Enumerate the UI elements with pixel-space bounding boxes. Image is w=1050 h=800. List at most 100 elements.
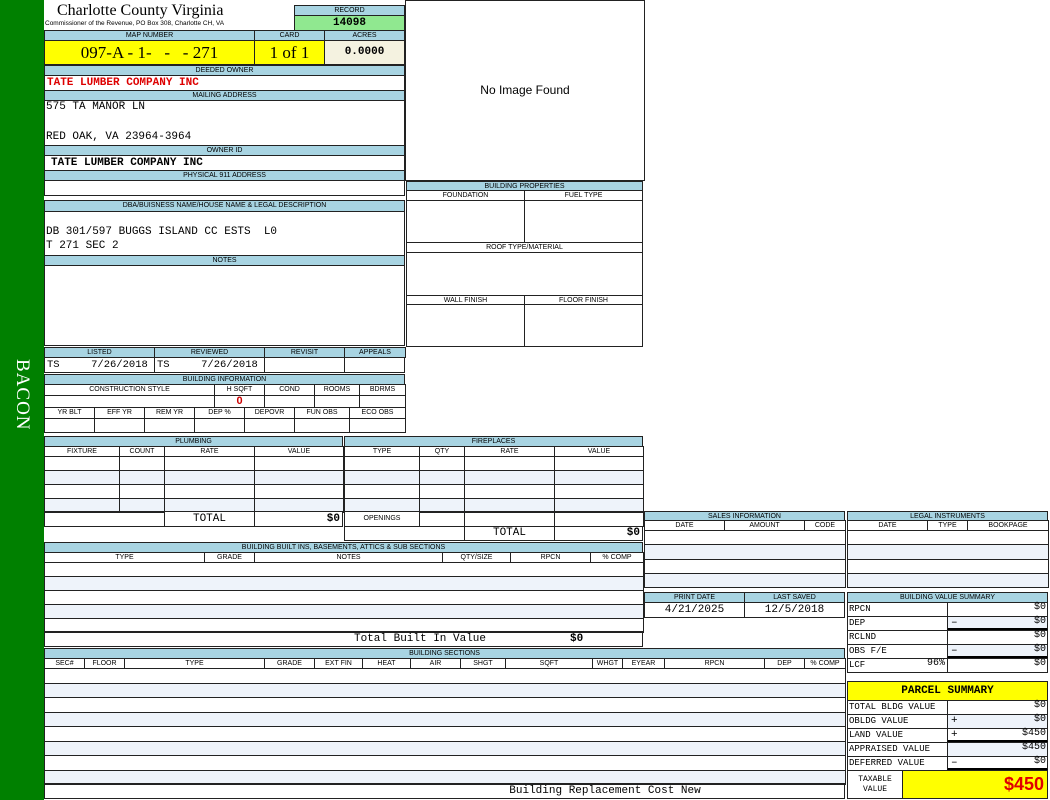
owner-id: TATE LUMBER COMPANY INC: [44, 155, 405, 171]
fuel-box: [524, 200, 643, 243]
fireplace-cell[interactable]: [344, 470, 420, 485]
fireplace-cell: [554, 511, 644, 527]
plumbing-cell[interactable]: [44, 484, 120, 499]
section-row[interactable]: [44, 711, 846, 727]
value-summary-label: RCLND: [847, 630, 948, 645]
fireplace-cell[interactable]: [464, 484, 555, 499]
fireplace-cell[interactable]: [554, 484, 644, 499]
instrument-row[interactable]: [847, 572, 1049, 588]
map-number: 097-A - 1- - - 271: [44, 40, 255, 65]
parcel-summary-sign: –: [947, 756, 1048, 771]
instrument-row[interactable]: [847, 558, 1049, 574]
sidebar: [0, 0, 44, 800]
building-info-cell: [194, 418, 245, 433]
fireplace-cell: [419, 511, 465, 527]
section-row[interactable]: [44, 769, 846, 785]
builtin-row[interactable]: [44, 590, 644, 605]
fireplace-cell[interactable]: [464, 470, 555, 485]
lcf-percent: 96%: [926, 658, 945, 669]
appeals-value: [344, 357, 405, 373]
plumbing-cell[interactable]: [164, 456, 255, 471]
openings-label: OPENINGS: [344, 511, 420, 527]
fireplace-cell[interactable]: [554, 470, 644, 485]
card-number: 1 of 1: [254, 40, 325, 65]
sales-row[interactable]: [644, 544, 846, 560]
plumbing-cell[interactable]: [164, 484, 255, 499]
parcel-summary-value: $0: [1033, 700, 1046, 711]
section-row[interactable]: [44, 740, 846, 756]
plumbing-cell[interactable]: [44, 456, 120, 471]
builtins-total: $0: [570, 633, 584, 645]
listed-value: TS 7/26/2018: [44, 357, 155, 373]
value-summary-value: $0: [1033, 616, 1046, 627]
legal-line-1: DB 301/597 BUGGS ISLAND CC ESTS L0: [46, 226, 278, 238]
plumbing-total: $0: [254, 511, 343, 527]
fireplace-cell[interactable]: [344, 456, 420, 471]
plumbing-cell[interactable]: [119, 484, 165, 499]
plumbing-cell[interactable]: [254, 456, 344, 471]
parcel-summary-value: $450: [1021, 728, 1046, 739]
section-row[interactable]: [44, 755, 846, 771]
wall-box: [406, 304, 525, 347]
section-row[interactable]: [44, 682, 846, 698]
reviewed-value: TS 7/26/2018: [154, 357, 265, 373]
building-info-cell: [44, 418, 95, 433]
image-placeholder: No Image Found: [405, 0, 645, 181]
fireplace-cell[interactable]: [344, 484, 420, 499]
parcel-summary-label: LAND VALUE: [847, 728, 948, 743]
sales-row[interactable]: [644, 558, 846, 574]
parcel-summary-header: PARCEL SUMMARY: [847, 681, 1048, 701]
section-row[interactable]: [44, 668, 846, 684]
fireplace-cell[interactable]: [554, 498, 644, 513]
value-summary-sign: [947, 658, 1048, 673]
mailing-line-2: RED OAK, VA 23964-3964: [46, 131, 192, 143]
sections-footer-row: [44, 783, 845, 799]
value-summary-sign: –: [947, 616, 1048, 631]
fireplace-cell[interactable]: [419, 456, 465, 471]
parcel-summary-value: $0: [1033, 756, 1046, 767]
instrument-row[interactable]: [847, 530, 1049, 546]
builtin-row[interactable]: [44, 618, 644, 633]
builtin-row[interactable]: [44, 604, 644, 619]
fireplace-cell[interactable]: [419, 470, 465, 485]
parcel-summary-value: $450: [1021, 742, 1046, 753]
legal-line-2: T 271 SEC 2: [46, 240, 119, 252]
deeded-owner: TATE LUMBER COMPANY INC: [44, 75, 405, 91]
plumbing-cell[interactable]: [164, 470, 255, 485]
floor-box: [524, 304, 643, 347]
notes-box[interactable]: [44, 265, 405, 346]
builtin-row[interactable]: [44, 562, 644, 577]
sales-row[interactable]: [644, 530, 846, 546]
fireplace-total-label: TOTAL: [464, 526, 555, 541]
plumbing-cell[interactable]: [119, 470, 165, 485]
plumbing-cell[interactable]: [254, 484, 344, 499]
plumbing-cell[interactable]: [44, 470, 120, 485]
plumbing-cell[interactable]: [254, 470, 344, 485]
builtins-total-label: Total Built In Value: [353, 633, 487, 645]
revisit-value: [264, 357, 345, 373]
value-summary-value: $0: [1033, 630, 1046, 641]
fireplace-cell[interactable]: [554, 456, 644, 471]
fireplace-cell[interactable]: [464, 456, 555, 471]
fireplace-cell[interactable]: [419, 484, 465, 499]
building-info-cell: [144, 418, 195, 433]
builtin-row[interactable]: [44, 576, 644, 591]
value-summary-value: $0: [1033, 602, 1046, 613]
county-subtitle: Commissioner of the Revenue, PO Box 308,…: [45, 20, 225, 27]
roof-box: [406, 252, 643, 296]
plumbing-cell[interactable]: [119, 456, 165, 471]
mailing-line-1: 575 TA MANOR LN: [46, 101, 146, 113]
parcel-summary-label: TOTAL BLDG VALUE: [847, 700, 948, 715]
building-info-cell: [349, 418, 406, 433]
fireplace-total-blank: [344, 526, 465, 541]
instrument-row[interactable]: [847, 544, 1049, 560]
section-row[interactable]: [44, 726, 846, 742]
value-summary-label: OBS F/E: [847, 644, 948, 659]
sales-row[interactable]: [644, 572, 846, 588]
fireplace-cell: [464, 511, 555, 527]
building-info-cell: [294, 418, 350, 433]
section-row[interactable]: [44, 697, 846, 713]
acres-value: 0.0000: [324, 40, 405, 65]
taxable-label: TAXABLE VALUE: [847, 770, 903, 799]
foundation-box: [406, 200, 525, 243]
